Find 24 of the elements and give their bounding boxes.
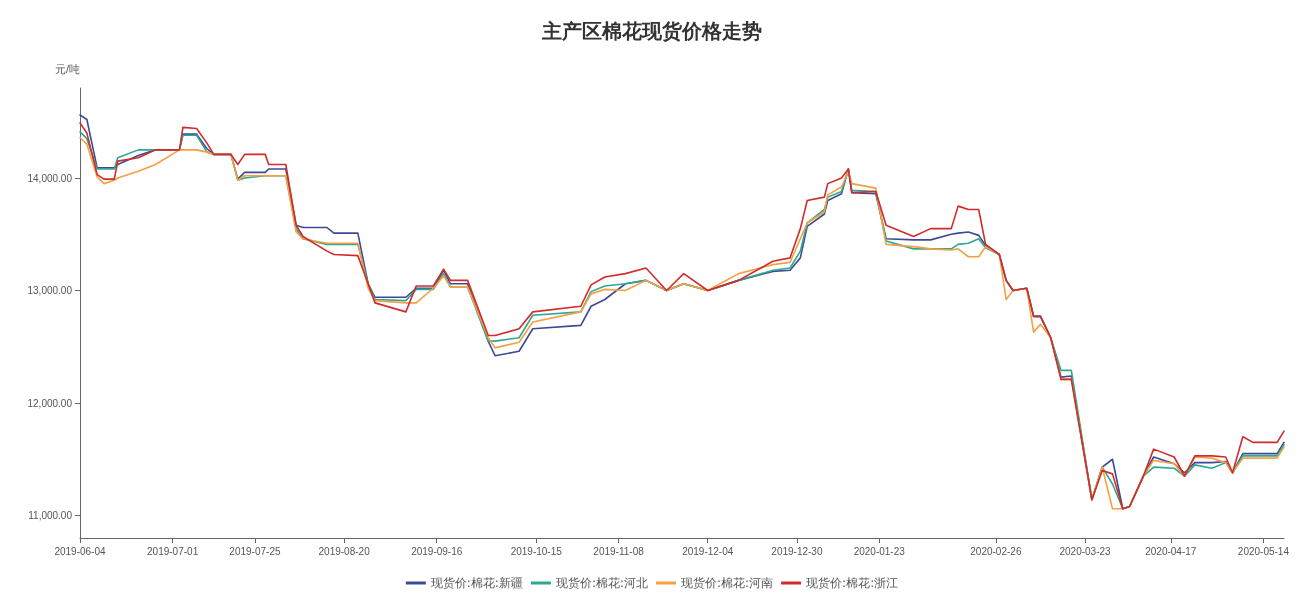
y-axis-title: 元/吨: [54, 62, 80, 75]
x-tick-label: 2020-02-26: [970, 545, 1022, 557]
legend-label: 现货价:棉花:河南: [681, 576, 774, 590]
chart-title: 主产区棉花现货价格走势: [541, 19, 762, 43]
x-tick-label: 2019-12-30: [771, 545, 823, 557]
y-tick-label: 12,000.00: [27, 397, 73, 409]
y-tick-label: 13,000.00: [27, 285, 73, 296]
x-tick-label: 2019-11-08: [593, 545, 645, 557]
x-tick-label: 2019-08-20: [318, 545, 371, 557]
x-tick-label: 2020-03-23: [1059, 545, 1112, 557]
x-tick-label: 2020-05-14: [1237, 545, 1290, 557]
x-tick-label: 2019-07-01: [147, 545, 199, 557]
x-tick-label: 2019-07-25: [229, 545, 281, 557]
x-tick-label: 2019-06-04: [54, 545, 107, 557]
y-tick-label: 14,000.00: [27, 172, 73, 184]
x-tick-label: 2020-01-23: [853, 545, 906, 557]
legend-label: 现货价:棉花:新疆: [430, 576, 523, 590]
x-tick-label: 2019-10-15: [510, 545, 563, 557]
x-tick-label: 2019-12-04: [682, 545, 734, 557]
x-tick-label: 2019-09-16: [411, 545, 463, 557]
y-tick-label: 11,000.00: [28, 510, 73, 521]
legend-label: 现货价:棉花:浙江: [806, 576, 899, 590]
legend-label: 现货价:棉花:河北: [555, 576, 649, 590]
x-tick-label: 2020-04-17: [1145, 545, 1197, 557]
